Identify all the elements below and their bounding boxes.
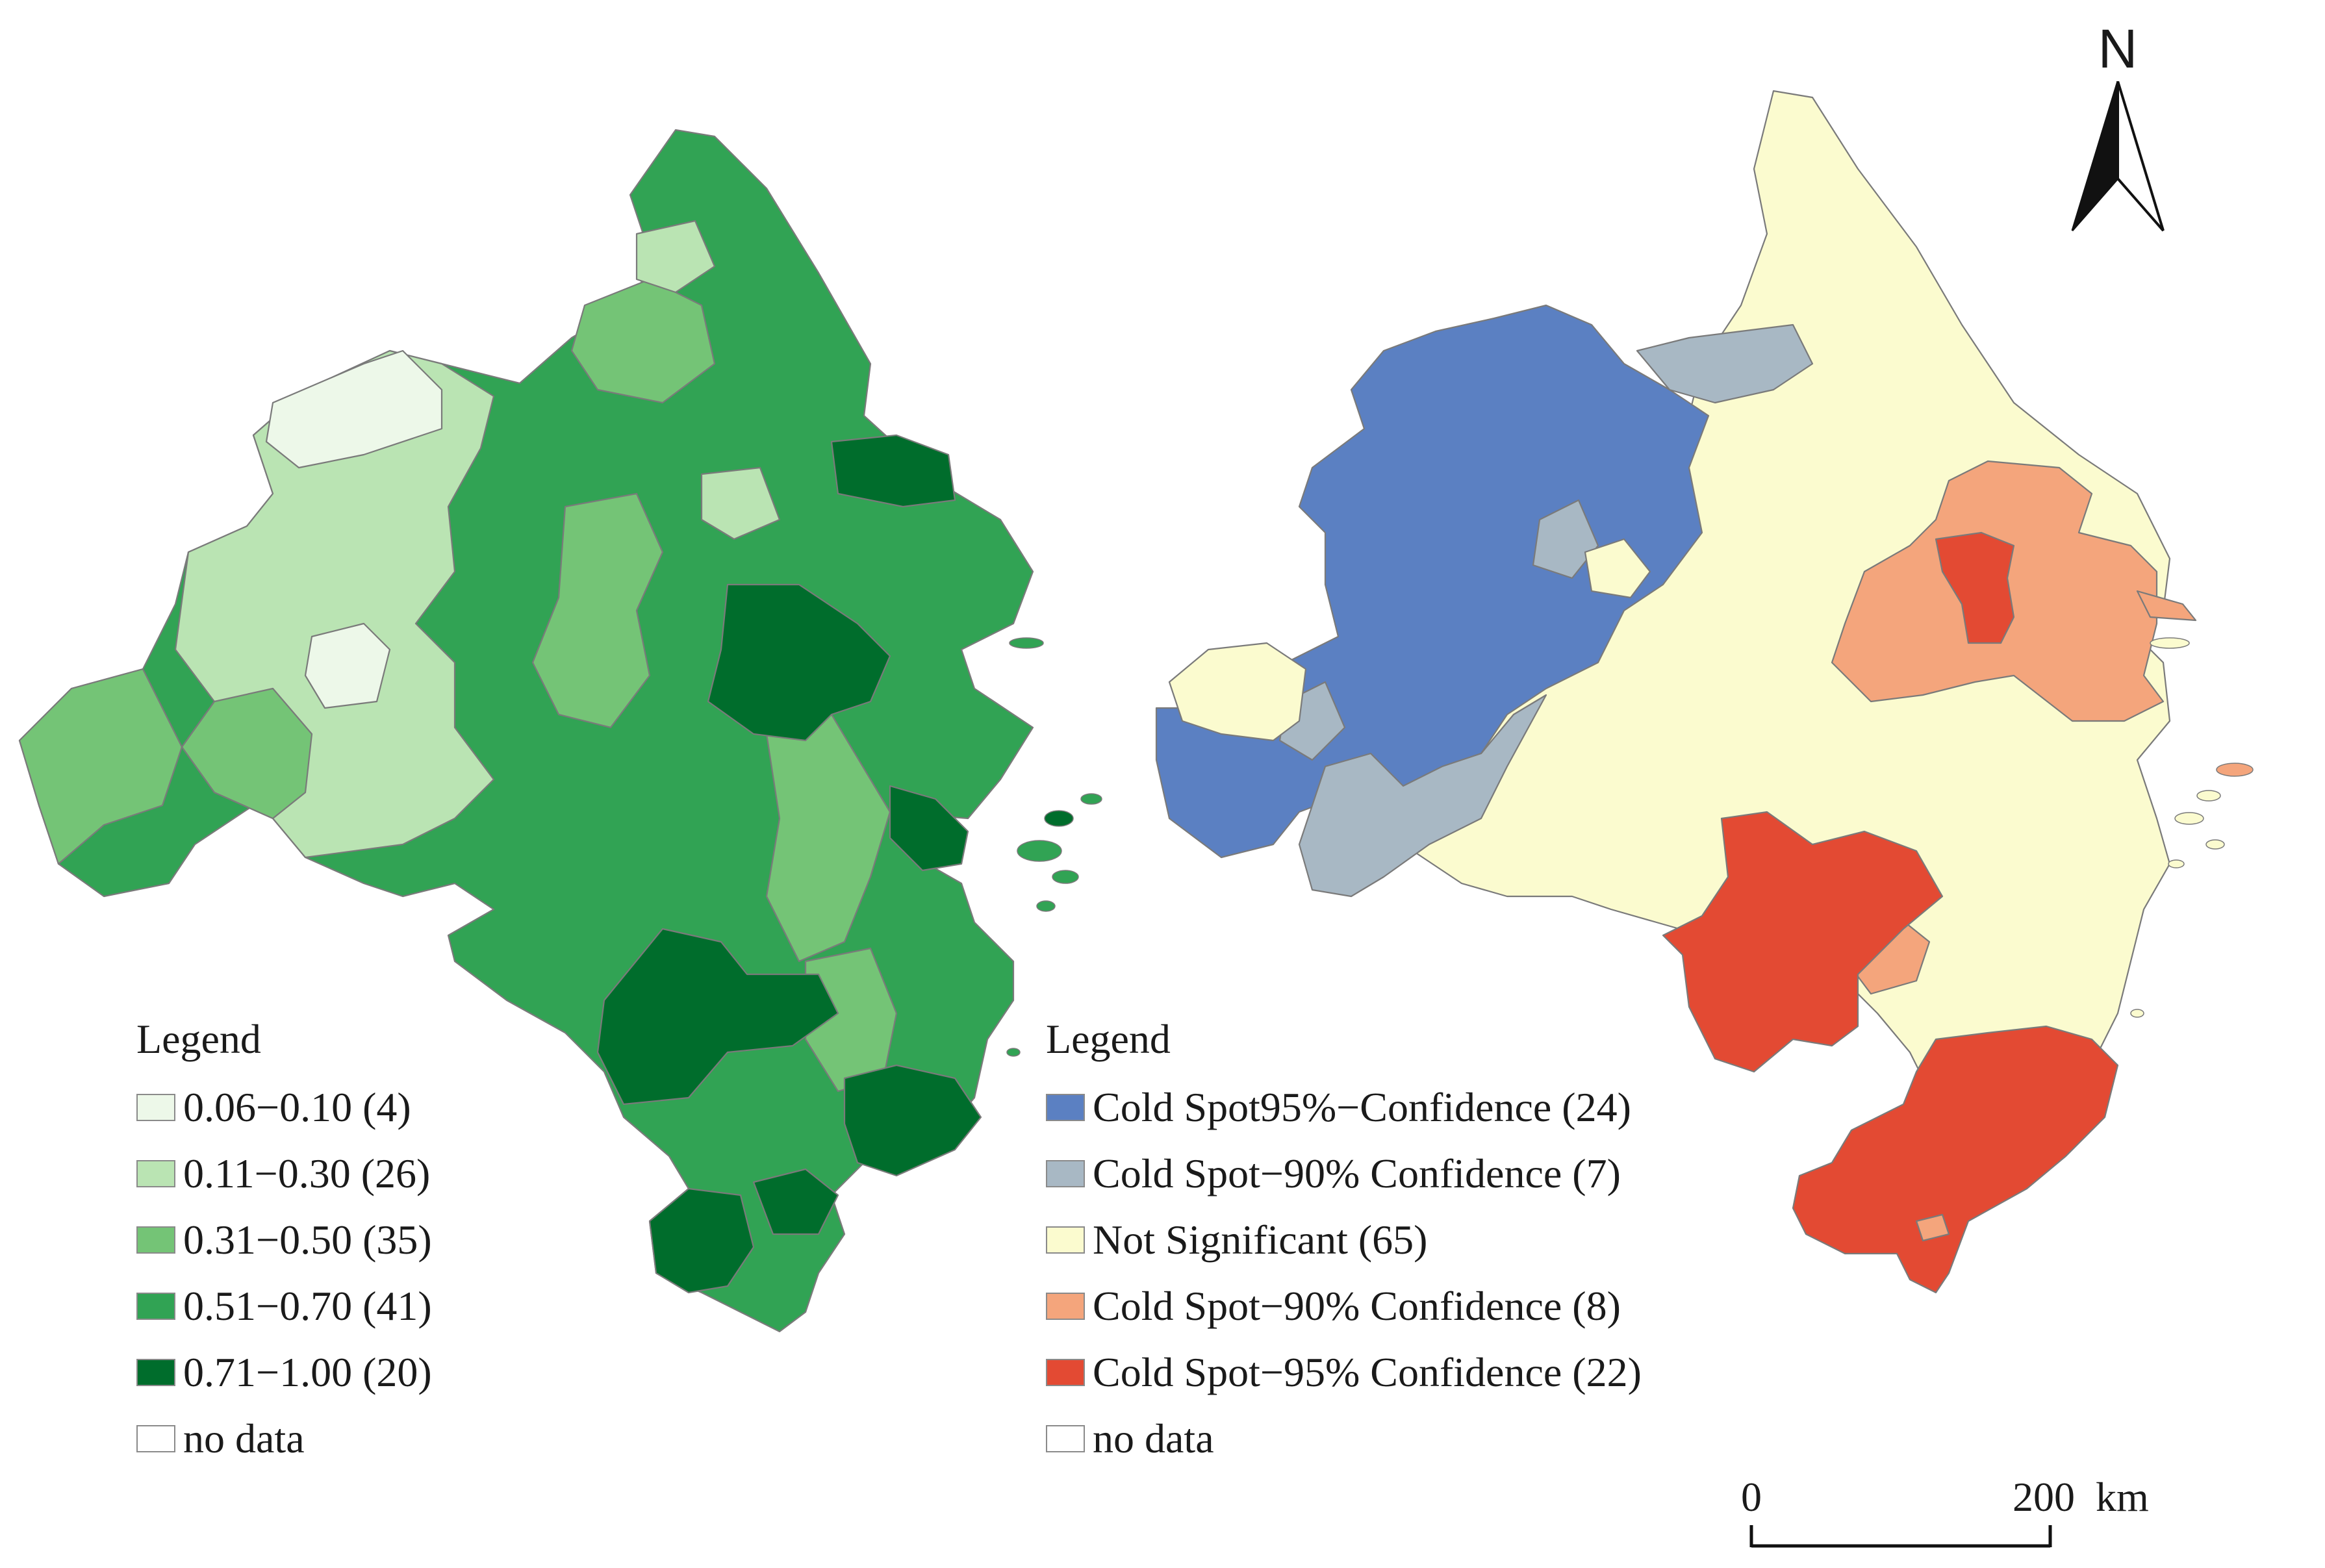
left-legend-swatch-1 [136, 1094, 175, 1121]
left-region-pale-central [700, 466, 781, 540]
left-legend-label-5: 0.71−1.00 (20) [183, 1349, 432, 1395]
left-legend-label-4: 0.51−0.70 (41) [183, 1283, 432, 1329]
right-region-hot90-enclave [1915, 1213, 1950, 1242]
right-legend-swatch-6 [1046, 1425, 1085, 1452]
right-legend-label-5: Cold Spot−95% Confidence (22) [1093, 1349, 1642, 1395]
left-legend-item-1: 0.06−0.10 (4) [136, 1074, 432, 1141]
left-legend-label-6: no data [183, 1415, 305, 1461]
right-legend-swatch-1 [1046, 1094, 1085, 1121]
scale-bar: 0 200 km [1741, 1474, 2149, 1552]
left-region-medium-east [765, 713, 891, 963]
left-legend: Legend 0.06−0.10 (4) 0.11−0.30 (26) 0.31… [136, 1013, 432, 1472]
right-region-cold90-north [1636, 323, 1814, 404]
left-region-dark-south4 [752, 1168, 839, 1235]
left-legend-swatch-2 [136, 1160, 175, 1187]
left-region-dark-coast [889, 785, 969, 872]
left-region-dark-south1 [596, 928, 839, 1106]
right-region-hot95-south [1792, 1025, 2119, 1294]
right-legend-item-4: Cold Spot−90% Confidence (8) [1046, 1273, 1642, 1339]
right-region-hot95-west [1662, 811, 1944, 1073]
right-legend-item-1: Cold Spot95%−Confidence (24) [1046, 1074, 1642, 1141]
left-legend-label-3: 0.31−0.50 (35) [183, 1217, 432, 1263]
right-region-hot95-shanghai [1935, 531, 2015, 644]
scale-start-label: 0 [1741, 1474, 1762, 1520]
right-legend-label-6: no data [1093, 1415, 1214, 1461]
right-legend-item-3: Not Significant (65) [1046, 1207, 1642, 1273]
left-region-lightest-2 [304, 622, 391, 709]
left-legend-item-5: 0.71−1.00 (20) [136, 1339, 432, 1406]
right-region-cold90-south [1298, 694, 1547, 898]
left-legend-swatch-5 [136, 1359, 175, 1386]
left-legend-label-2: 0.11−0.30 (26) [183, 1150, 431, 1196]
left-region-pale-north [635, 220, 716, 294]
left-region-dark-center [707, 583, 891, 742]
right-legend-swatch-5 [1046, 1359, 1085, 1386]
right-islands [2130, 637, 2254, 1018]
left-legend-item-4: 0.51−0.70 (41) [136, 1273, 432, 1339]
right-legend-title: Legend [1046, 1016, 1171, 1062]
left-region-medium-center [531, 492, 664, 729]
left-legend-item-2: 0.11−0.30 (26) [136, 1141, 432, 1207]
right-legend-label-1: Cold Spot95%−Confidence (24) [1093, 1084, 1631, 1130]
left-legend-swatch-4 [136, 1293, 175, 1320]
north-arrow-icon [2071, 81, 2165, 232]
left-region-dark-south3 [648, 1187, 755, 1294]
right-legend-item-2: Cold Spot−90% Confidence (7) [1046, 1141, 1642, 1207]
north-arrow-label: N [2098, 18, 2138, 79]
right-legend-item-5: Cold Spot−95% Confidence (22) [1046, 1339, 1642, 1406]
right-legend-item-6: no data [1046, 1406, 1642, 1472]
left-legend-title: Legend [136, 1016, 261, 1062]
right-legend-label-3: Not Significant (65) [1093, 1217, 1428, 1263]
left-choropleth-map [18, 129, 1102, 1333]
scale-unit-label: km [2096, 1474, 2149, 1520]
left-region-lightest-1 [265, 349, 443, 469]
left-region-dark-south2 [843, 1064, 982, 1177]
right-legend: Legend Cold Spot95%−Confidence (24) Cold… [1046, 1013, 1642, 1472]
scale-end-label: 200 [2013, 1474, 2075, 1520]
right-region-ns-enclave1 [1168, 642, 1307, 742]
right-legend-swatch-3 [1046, 1226, 1085, 1254]
left-region-medium-sw [181, 687, 313, 820]
left-region-dark-ne [830, 434, 956, 508]
right-legend-label-2: Cold Spot−90% Confidence (7) [1093, 1150, 1621, 1196]
left-legend-item-3: 0.31−0.50 (35) [136, 1207, 432, 1273]
right-hotspot-map [1155, 90, 2254, 1294]
left-legend-item-6: no data [136, 1406, 432, 1472]
right-legend-swatch-2 [1046, 1160, 1085, 1187]
right-region-ns-enclave2 [1584, 538, 1651, 599]
right-legend-swatch-4 [1046, 1293, 1085, 1320]
left-legend-swatch-3 [136, 1226, 175, 1254]
left-islands [1006, 637, 1102, 1057]
north-arrow: N [2066, 19, 2170, 234]
right-legend-label-4: Cold Spot−90% Confidence (8) [1093, 1283, 1621, 1329]
left-region-medium-west [18, 668, 183, 865]
right-region-cold90-center [1532, 499, 1599, 579]
left-legend-label-1: 0.06−0.10 (4) [183, 1084, 411, 1130]
right-region-hot90-island [2136, 590, 2197, 622]
left-legend-swatch-6 [136, 1425, 175, 1452]
scale-bar-line [1749, 1525, 2052, 1548]
